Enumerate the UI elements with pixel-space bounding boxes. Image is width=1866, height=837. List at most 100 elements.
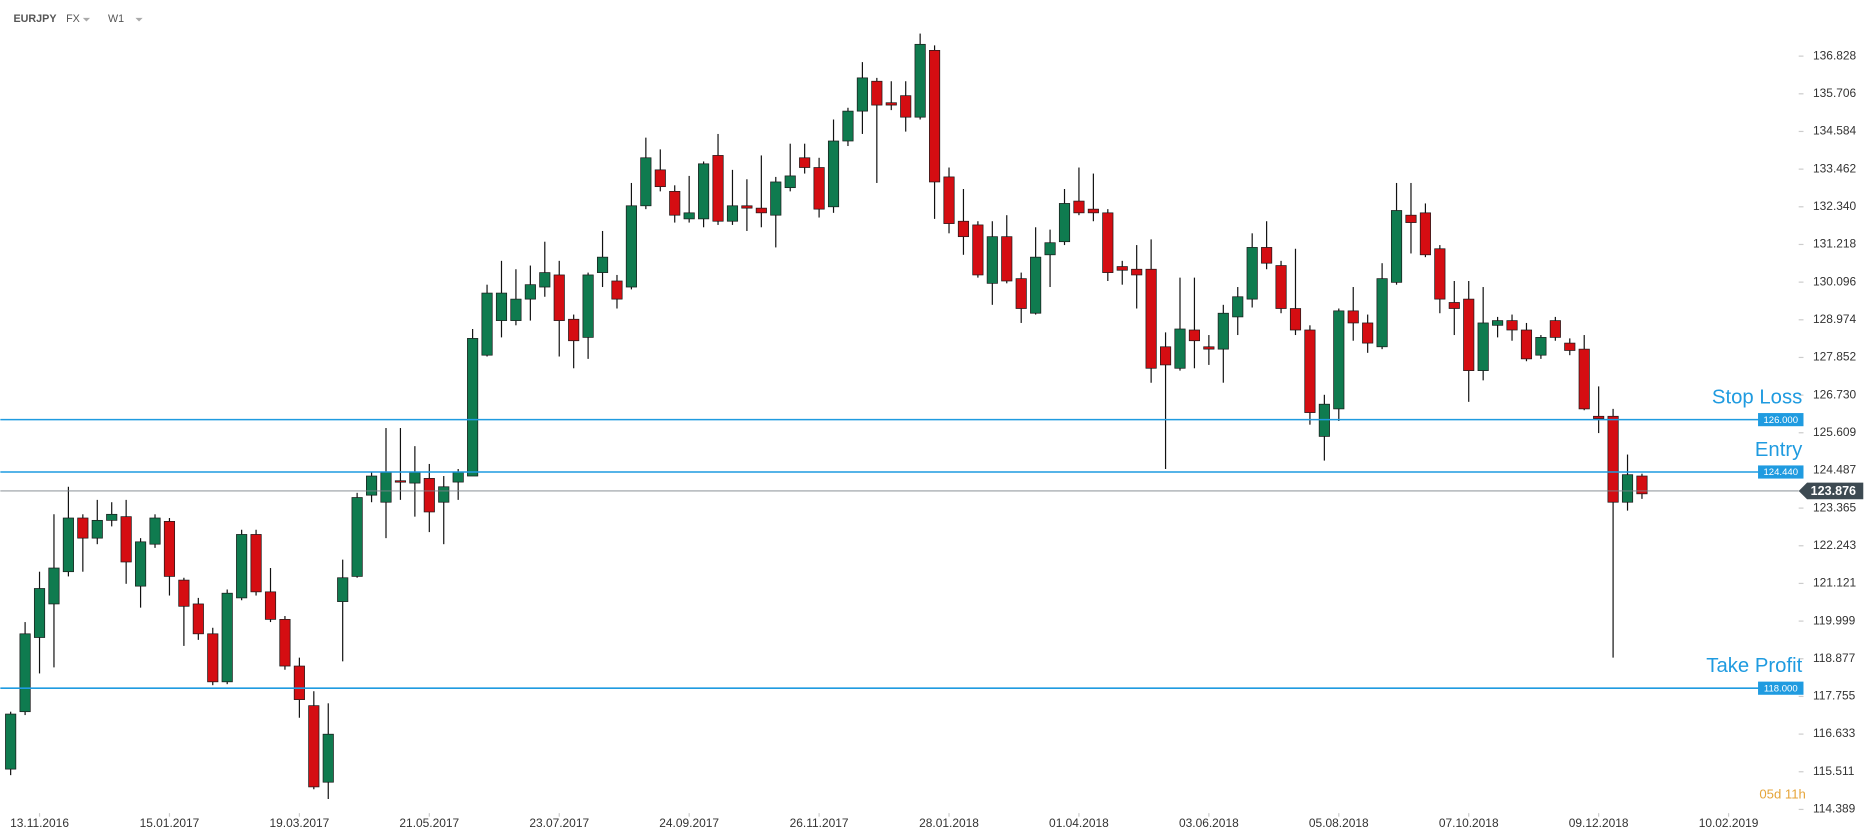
y-tick-label: 133.462 [1813,161,1857,175]
y-tick-label: 118.877 [1813,651,1856,665]
last-price-label: 123.876 [1811,484,1856,498]
y-tick-label: 131.218 [1813,237,1857,251]
candle-body [1506,320,1518,331]
candle-body [741,205,753,209]
candle-body [351,497,363,577]
candle-body [1535,337,1547,356]
candle-body [957,220,970,238]
candle-body [48,567,60,605]
candle-body [380,471,392,503]
candle-body [337,577,349,602]
candle-body [842,110,854,142]
candle-body [1405,214,1417,223]
candle-body [1102,212,1114,273]
candle-body [654,169,666,188]
candle-body [1289,308,1302,331]
candle-body [322,733,334,783]
candle-body [856,77,868,112]
candle-body [91,519,103,539]
candle-body [596,256,609,273]
bar-countdown: 05d 11h [1759,787,1806,802]
candle-body [929,49,941,183]
candle-body [1520,329,1533,360]
price-level-name: Take Profit [1706,655,1802,677]
candle-body [1362,322,1374,344]
candle-body [553,274,565,321]
x-tick-label: 23.07.2017 [529,816,589,830]
candle-body [683,212,695,220]
dropdown-caret[interactable] [135,17,143,22]
candle-body [236,534,248,599]
y-tick-label: 135.706 [1813,86,1857,100]
y-tick-label: 114.389 [1813,802,1856,816]
candle-body [986,236,998,284]
candle-body [366,475,378,496]
x-tick-label: 07.10.2018 [1439,816,1499,830]
candle-body [625,205,637,288]
candle-body [1621,474,1634,503]
price-level-label: 126.000 [1764,415,1799,426]
candle-body [755,207,767,214]
dropdown-caret[interactable] [82,17,91,22]
candle-body [972,224,984,276]
candle-body [467,338,479,477]
candle-body [900,95,912,118]
header: EURJPY FX W1 [13,13,143,25]
candle-body [135,541,147,587]
x-tick-label: 01.04.2018 [1049,816,1109,830]
candle-body [77,517,89,539]
candle-body [308,705,320,788]
candle-body [1477,322,1489,371]
market[interactable]: FX [66,13,80,25]
x-tick-label: 21.05.2017 [399,816,459,830]
last-price-box [1798,482,1864,500]
candle-body [394,480,406,483]
candle-body [669,190,681,216]
candle-body [1030,256,1042,314]
candle-body [1145,268,1157,369]
candle-body [293,665,305,700]
candle-body [539,272,551,288]
candle-body [1203,346,1215,350]
candle-body [1058,203,1071,243]
symbol[interactable]: EURJPY [13,13,56,25]
candle-body [1044,242,1056,256]
x-tick-label: 28.01.2018 [919,816,979,830]
price-level-box [1758,413,1804,427]
candle-body [726,205,739,222]
x-tick-label: 03.06.2018 [1179,816,1239,830]
candle-body [799,157,811,168]
candle-body [1607,415,1619,503]
x-tick-label: 24.09.2017 [659,816,719,830]
candle-body [943,176,955,224]
y-tick-label: 134.584 [1813,124,1857,138]
candle-body [1275,265,1287,309]
candle-body [1419,212,1431,256]
candle-body [1463,298,1475,371]
candle-body [409,471,421,484]
timeframe[interactable]: W1 [108,13,124,25]
candle-body [33,588,46,638]
candle-body [1593,415,1605,419]
price-level-label: 118.000 [1764,683,1798,694]
y-tick-label: 117.755 [1813,689,1856,703]
candle-body [279,619,291,667]
candle-body [813,167,825,210]
candle-body [5,713,17,770]
candle-body [1448,302,1460,309]
x-tick-label: 10.02.2019 [1699,816,1759,830]
candle-body [19,633,31,713]
candle-body [1347,310,1359,324]
y-tick-label: 115.511 [1813,764,1855,778]
candle-body [568,318,580,342]
price-level-box [1758,681,1804,695]
candle-body [1434,248,1446,300]
candle-body [1116,266,1128,271]
candle-body [871,80,883,106]
candle-body [106,513,118,521]
y-tick-label: 136.828 [1813,48,1857,62]
candle-body [1246,247,1258,300]
candle-body [1131,268,1143,276]
